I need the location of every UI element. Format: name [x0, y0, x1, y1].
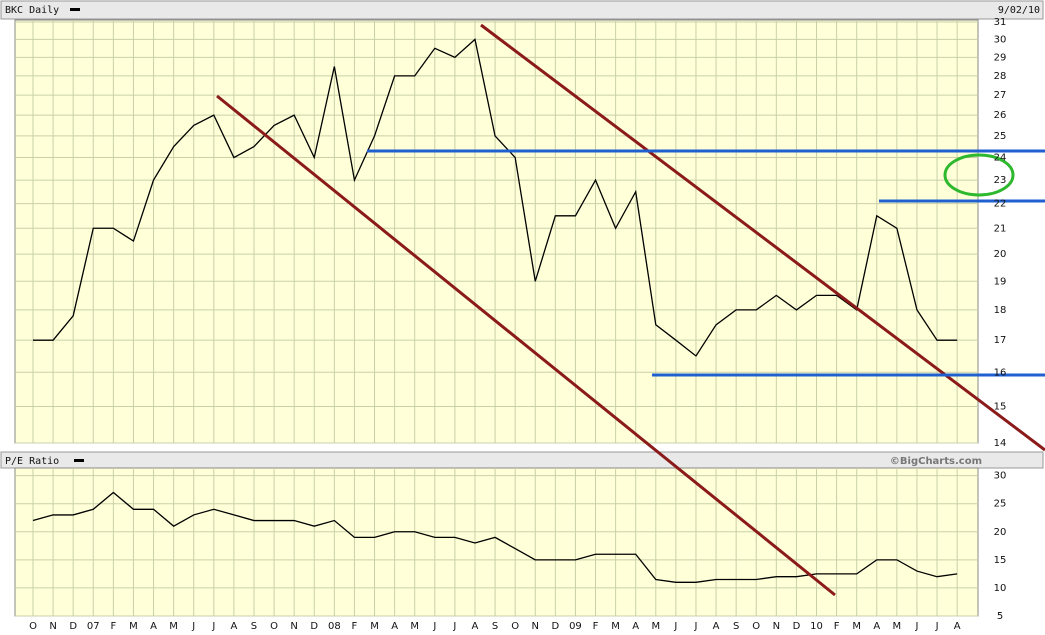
x-tick-label: O — [511, 621, 519, 632]
y-tick-label: 23 — [994, 175, 1007, 186]
highlight-circle — [943, 153, 1015, 197]
y-tick-label: 14 — [994, 438, 1007, 449]
x-tick-label: D — [793, 621, 801, 632]
y-tick-label: 28 — [994, 71, 1007, 82]
x-tick-label: F — [110, 621, 116, 632]
plot — [32, 38, 958, 583]
y-tick-label: 10 — [994, 583, 1007, 594]
x-tick-label: D — [310, 621, 318, 632]
x-tick-label: M — [129, 621, 138, 632]
date-label: 9/02/10 — [998, 5, 1040, 16]
x-tick-label: D — [551, 621, 559, 632]
y-tick-label: 31 — [994, 17, 1007, 28]
x-tick-label: M — [893, 621, 902, 632]
y-tick-label: 18 — [994, 305, 1007, 316]
x-tick-label: M — [410, 621, 419, 632]
x-tick-label: N — [532, 621, 539, 632]
y-tick-label: 19 — [994, 276, 1007, 287]
x-tick-label: M — [169, 621, 178, 632]
y-tick-label: 29 — [994, 52, 1007, 63]
x-tick-label: M — [651, 621, 660, 632]
x-tick-label: J — [914, 621, 918, 632]
pe-header — [0, 451, 1044, 469]
price-line — [32, 491, 958, 583]
x-tick-label: O — [270, 621, 278, 632]
x-tick-label: A — [954, 621, 961, 632]
y-tick-label: 15 — [994, 401, 1007, 412]
legend-swatch — [74, 459, 84, 462]
x-tick-label: F — [834, 621, 840, 632]
x-tick-label: A — [713, 621, 720, 632]
price-panel — [14, 19, 979, 444]
x-tick-label: J — [693, 621, 697, 632]
trend-line — [216, 94, 836, 597]
y-tick-label: 30 — [994, 471, 1007, 482]
x-tick-label: O — [752, 621, 760, 632]
x-tick-label: S — [251, 621, 257, 632]
price-title: BKC Daily — [5, 5, 59, 16]
y-tick-label: 25 — [994, 499, 1007, 510]
x-tick-label: S — [492, 621, 498, 632]
x-tick-label: J — [452, 621, 456, 632]
x-tick-label: 08 — [328, 621, 341, 632]
x-tick-label: A — [230, 621, 237, 632]
x-tick-label: A — [873, 621, 880, 632]
source-label: ©BigCharts.com — [890, 456, 982, 467]
x-tick-label: D — [69, 621, 77, 632]
x-tick-label: J — [673, 621, 677, 632]
y-tick-label: 25 — [994, 131, 1007, 142]
x-tick-label: F — [593, 621, 599, 632]
grid — [15, 20, 978, 617]
x-tick-label: J — [191, 621, 195, 632]
y-tick-label: 20 — [994, 249, 1007, 260]
y-tick-label: 24 — [994, 153, 1007, 164]
y-tick-label: 26 — [994, 110, 1007, 121]
x-tick-label: N — [773, 621, 780, 632]
pe-panel — [14, 467, 979, 617]
x-tick-label: A — [472, 621, 479, 632]
y-tick-label: 21 — [994, 223, 1007, 234]
y-tick-label: 5 — [997, 611, 1003, 622]
pe-title: P/E Ratio — [5, 456, 59, 467]
annotations — [216, 23, 1045, 597]
x-tick-label: J — [211, 621, 215, 632]
x-tick-label: M — [611, 621, 620, 632]
y-tick-label: 15 — [994, 555, 1007, 566]
x-tick-label: 10 — [810, 621, 823, 632]
x-tick-label: N — [49, 621, 56, 632]
x-tick-label: O — [29, 621, 37, 632]
legend-swatch — [70, 8, 80, 11]
y-tick-label: 16 — [994, 367, 1007, 378]
x-tick-label: S — [733, 621, 739, 632]
y-tick-label: 30 — [994, 34, 1007, 45]
x-tick-label: J — [432, 621, 436, 632]
x-tick-label: 07 — [87, 621, 100, 632]
x-tick-label: A — [391, 621, 398, 632]
x-tick-label: A — [150, 621, 157, 632]
price-header — [0, 0, 1044, 20]
x-tick-label: N — [290, 621, 297, 632]
x-tick-label: 09 — [569, 621, 582, 632]
x-tick-label: A — [632, 621, 639, 632]
price-line — [33, 38, 958, 357]
x-tick-label: M — [852, 621, 861, 632]
y-tick-label: 27 — [994, 90, 1007, 101]
y-tick-label: 22 — [994, 199, 1007, 210]
trend-line — [480, 23, 1045, 452]
y-tick-label: 20 — [994, 527, 1007, 538]
x-tick-label: M — [370, 621, 379, 632]
x-tick-label: F — [352, 621, 358, 632]
y-tick-label: 17 — [994, 335, 1007, 346]
x-tick-label: J — [935, 621, 939, 632]
